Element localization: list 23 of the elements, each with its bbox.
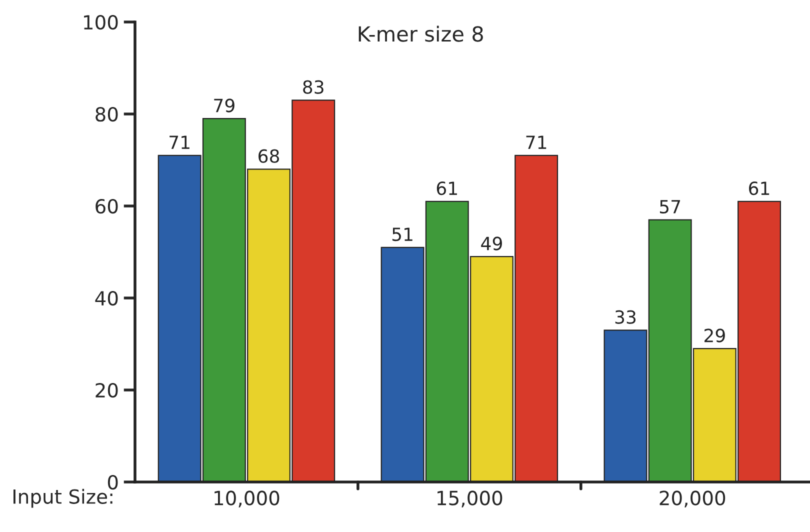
data-label: 79 xyxy=(214,98,234,112)
data-label: 49 xyxy=(481,236,502,250)
x-axis-title: Input Size: xyxy=(14,488,112,508)
y-tick-label: 20 xyxy=(96,382,118,398)
data-label: 68 xyxy=(258,149,280,163)
data-label: 33 xyxy=(615,310,636,324)
data-label: 29 xyxy=(704,328,725,342)
data-label: 83 xyxy=(303,80,324,94)
data-label: 61 xyxy=(749,181,770,196)
data-label: 71 xyxy=(170,136,190,149)
x-tick-label: 10,000 xyxy=(214,490,280,508)
data-label: 57 xyxy=(660,200,680,214)
y-tick-label: 0 xyxy=(108,474,118,490)
x-tick-label: 20,000 xyxy=(660,490,726,508)
data-label: 51 xyxy=(392,228,412,242)
x-tick-label: 15,000 xyxy=(438,490,502,508)
y-tick-label: 80 xyxy=(96,106,118,122)
y-tick-label: 40 xyxy=(95,290,118,306)
chart-title: K-mer size 8 xyxy=(358,26,483,42)
data-label: 61 xyxy=(436,181,457,196)
data-label: 71 xyxy=(526,136,546,149)
y-tick-label: 100 xyxy=(84,14,118,30)
y-tick-label: 60 xyxy=(96,198,118,214)
